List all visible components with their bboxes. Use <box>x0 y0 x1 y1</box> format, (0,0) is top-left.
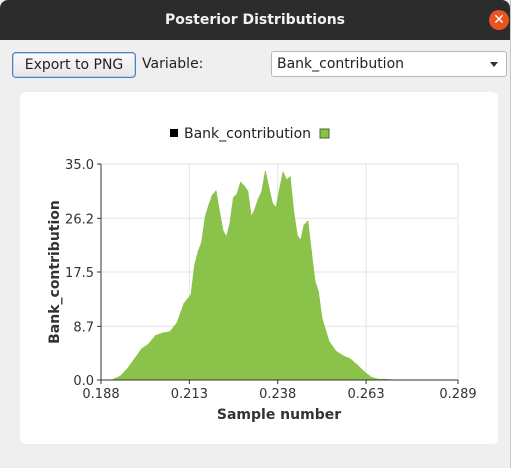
data-point <box>169 331 171 333</box>
data-point <box>247 190 249 192</box>
window-title: Posterior Distributions <box>164 12 346 28</box>
data-point <box>271 202 273 205</box>
data-point <box>222 230 224 232</box>
data-point <box>286 179 288 181</box>
x-tick-label: 0.263 <box>347 387 384 402</box>
data-point <box>208 204 210 206</box>
data-point <box>282 172 284 174</box>
data-point <box>197 251 199 253</box>
data-point <box>321 317 323 319</box>
variable-label: Variable: <box>142 56 204 72</box>
area-series <box>112 171 450 381</box>
legend-label: Bank_contribution <box>184 126 311 142</box>
data-point <box>215 190 217 192</box>
data-point <box>257 198 259 200</box>
data-point <box>370 376 372 379</box>
data-point <box>293 210 295 213</box>
data-point <box>328 341 330 343</box>
data-point <box>289 176 291 178</box>
data-point <box>236 193 238 195</box>
data-point <box>240 181 242 184</box>
export-png-button[interactable]: Export to PNG <box>12 52 136 78</box>
y-tick-label: 17.5 <box>65 266 94 281</box>
data-point <box>201 241 203 243</box>
data-point <box>268 187 270 189</box>
close-icon[interactable]: ✕ <box>489 10 509 30</box>
data-point <box>356 364 358 366</box>
data-point <box>307 220 309 222</box>
data-point <box>183 302 185 305</box>
x-tick-label: 0.238 <box>259 387 296 402</box>
chevron-down-icon[interactable] <box>490 62 498 67</box>
chart-panel: Bank_contribution 0.188 0.213 0.238 0.263 0.… <box>20 92 498 444</box>
y-tick-label: 8.7 <box>73 320 94 335</box>
data-point <box>314 280 316 282</box>
data-point <box>310 251 312 253</box>
data-point <box>155 335 157 337</box>
data-point <box>176 322 178 324</box>
variable-select-value: Bank_contribution <box>277 56 405 72</box>
legend-marker-black <box>170 129 178 137</box>
data-point <box>317 291 319 293</box>
data-point <box>264 170 266 172</box>
data-point <box>342 355 344 357</box>
y-tick-label: 35.0 <box>65 158 94 173</box>
background-app-area <box>510 0 521 468</box>
data-point <box>261 191 263 193</box>
variable-select[interactable]: Bank_contribution <box>271 51 507 77</box>
data-point <box>225 236 228 238</box>
data-point <box>148 343 150 345</box>
data-point <box>126 368 129 370</box>
posterior-chart: Bank_contribution 0.188 0.213 0.238 0.263 0.… <box>47 126 477 423</box>
data-point <box>254 209 256 211</box>
data-point <box>278 189 281 191</box>
y-tick-label: 26.2 <box>65 212 94 227</box>
x-tick-label: 0.213 <box>171 387 208 402</box>
y-tick-label: 0.0 <box>73 374 94 389</box>
title-bar[interactable]: Posterior Distributions ✕ <box>0 0 510 40</box>
chart-area-layer <box>112 170 450 381</box>
data-point <box>194 264 196 266</box>
data-point <box>218 210 220 213</box>
data-point <box>119 375 121 377</box>
data-point <box>335 351 337 353</box>
data-point <box>303 224 305 226</box>
x-axis-label: Sample number <box>217 407 341 423</box>
data-point <box>134 358 136 360</box>
data-point <box>141 348 143 350</box>
data-point <box>349 358 351 360</box>
x-tick-label: 0.289 <box>439 387 476 402</box>
data-point <box>190 294 192 296</box>
data-point <box>204 216 206 218</box>
x-tick-label: 0.188 <box>82 387 119 402</box>
data-point <box>363 371 365 373</box>
chart-ticks: 0.188 0.213 0.238 0.263 0.289 0.0 8.7 17.5 26.2 3… <box>65 158 477 402</box>
data-point <box>275 207 277 209</box>
y-axis-label: Bank_contribution <box>47 200 63 344</box>
data-point <box>232 197 235 199</box>
data-point <box>250 216 252 218</box>
legend-swatch <box>319 128 330 139</box>
data-point <box>243 185 245 187</box>
data-point <box>300 239 302 242</box>
data-point <box>162 332 164 334</box>
data-point <box>296 235 298 237</box>
data-point <box>229 222 231 224</box>
data-point <box>211 194 213 197</box>
